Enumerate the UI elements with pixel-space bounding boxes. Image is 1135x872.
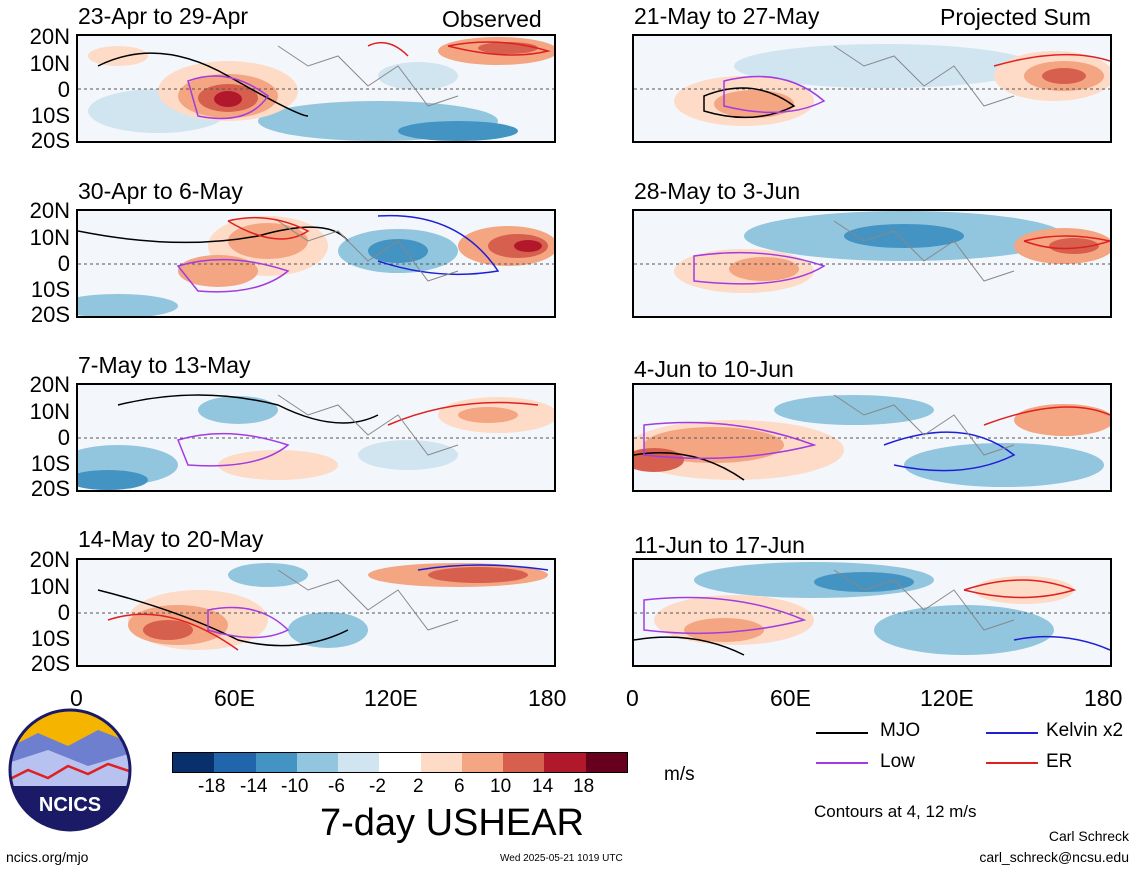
map-panel-2 xyxy=(76,209,556,318)
map-panel-3 xyxy=(76,383,556,492)
footer-url[interactable]: ncics.org/mjo xyxy=(6,849,89,865)
logo-text: NCICS xyxy=(39,794,101,816)
lon-label: 180 xyxy=(528,685,567,711)
colorbar-swatch xyxy=(461,753,504,772)
colorbar-tick: -14 xyxy=(240,776,268,797)
colorbar-swatch xyxy=(379,753,421,772)
panel-title-4: 14-May to 20-May xyxy=(78,526,264,552)
colorbar-swatch xyxy=(338,753,380,772)
map-panel-7 xyxy=(632,383,1112,492)
map-panel-5 xyxy=(632,34,1112,143)
colorbar xyxy=(172,752,628,773)
footer-timestamp: Wed 2025-05-21 1019 UTC xyxy=(500,853,623,864)
lat-label: 0 xyxy=(57,425,70,450)
panel-title-7: 4-Jun to 10-Jun xyxy=(634,356,794,382)
colorbar-swatch xyxy=(255,753,297,772)
panel-title-6: 28-May to 3-Jun xyxy=(634,178,801,204)
lat-label: 0 xyxy=(57,251,70,276)
colorbar-tick: -10 xyxy=(281,776,309,797)
lat-label: 20S xyxy=(30,651,70,676)
map-panel-8 xyxy=(632,558,1112,667)
lat-label: 0 xyxy=(57,600,70,625)
lon-label: 0 xyxy=(70,685,83,711)
colorbar-tick: 10 xyxy=(490,776,512,797)
lat-label: 20N xyxy=(29,372,70,397)
lat-label: 0 xyxy=(57,77,70,102)
lat-label: 20N xyxy=(29,198,70,223)
colorbar-swatch xyxy=(173,753,215,772)
panel-title-5: 21-May to 27-May xyxy=(634,3,820,29)
footer-author: Carl Schreck xyxy=(1048,828,1129,844)
colorbar-swatch xyxy=(214,753,256,772)
lat-label: 10S xyxy=(30,626,70,651)
colorbar-tick: 14 xyxy=(532,776,554,797)
colorbar-swatch xyxy=(585,753,627,772)
map-panel-4 xyxy=(76,558,556,667)
lon-label: 120E xyxy=(364,685,418,711)
lon-label: 180 xyxy=(1084,685,1123,711)
observed-label: Observed xyxy=(442,6,542,32)
colorbar-tick: 6 xyxy=(454,776,465,797)
map-panel-6 xyxy=(632,209,1112,318)
lat-label: 10N xyxy=(29,399,70,424)
lat-label: 20N xyxy=(29,24,70,49)
lon-label: 60E xyxy=(770,685,811,711)
panel-title-3: 7-May to 13-May xyxy=(78,352,251,378)
lon-label: 0 xyxy=(626,685,639,711)
legend-label-kelvin: Kelvin x2 xyxy=(1046,720,1124,741)
lat-label: 10N xyxy=(29,51,70,76)
panel-title-1: 23-Apr to 29-Apr xyxy=(78,3,249,29)
main-title: 7-day USHEAR xyxy=(320,802,584,844)
colorbar-swatch xyxy=(544,753,586,772)
colorbar-tick: 18 xyxy=(573,776,595,797)
lon-label: 120E xyxy=(920,685,974,711)
lat-label: 10N xyxy=(29,574,70,599)
panel-title-2: 30-Apr to 6-May xyxy=(78,178,243,204)
colorbar-tick: -2 xyxy=(369,776,386,797)
legend-label-low: Low xyxy=(880,751,915,772)
legend-line-low xyxy=(816,762,868,764)
colorbar-tick: -6 xyxy=(328,776,345,797)
lat-label: 20S xyxy=(30,476,70,501)
colorbar-swatch xyxy=(503,753,545,772)
ncics-logo: NCICS xyxy=(8,708,132,832)
legend-label-er: ER xyxy=(1046,751,1073,772)
legend-label-mjo: MJO xyxy=(880,720,921,741)
lat-label: 10N xyxy=(29,225,70,250)
colorbar-tick: -18 xyxy=(198,776,226,797)
map-panel-1 xyxy=(76,34,556,143)
colorbar-unit: m/s xyxy=(664,764,695,785)
lat-label: 20N xyxy=(29,547,70,572)
lat-label: 10S xyxy=(30,277,70,302)
lat-label: 10S xyxy=(30,103,70,128)
panel-title-8: 11-Jun to 17-Jun xyxy=(634,532,805,558)
projected-sum-label: Projected Sum xyxy=(940,4,1091,30)
lat-label: 20S xyxy=(30,302,70,327)
lat-label: 20S xyxy=(30,128,70,153)
colorbar-swatch xyxy=(296,753,339,772)
legend-line-er xyxy=(986,762,1038,764)
lon-label: 60E xyxy=(214,685,255,711)
colorbar-tick: 2 xyxy=(413,776,424,797)
contour-note: Contours at 4, 12 m/s xyxy=(814,802,977,821)
colorbar-swatch xyxy=(420,753,462,772)
legend-line-mjo xyxy=(816,732,868,734)
footer-email[interactable]: carl_schreck@ncsu.edu xyxy=(979,849,1129,865)
lat-label: 10S xyxy=(30,451,70,476)
legend-line-kelvin xyxy=(986,732,1038,734)
